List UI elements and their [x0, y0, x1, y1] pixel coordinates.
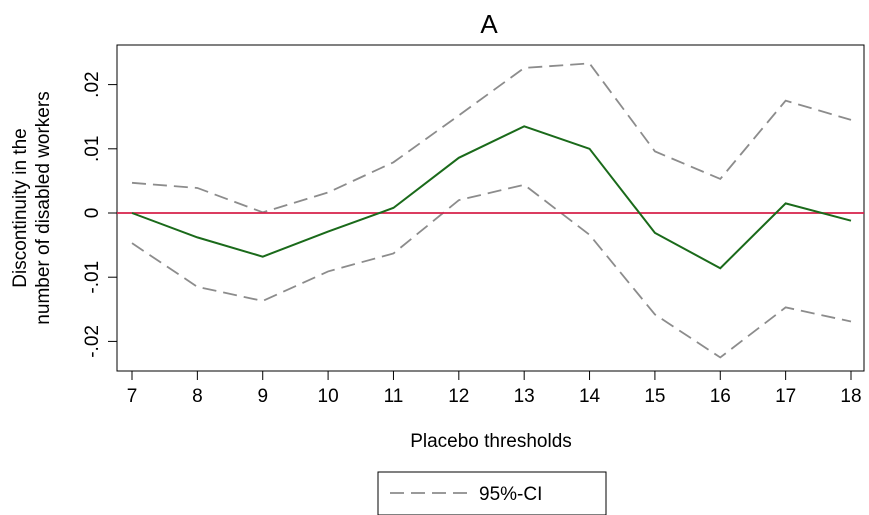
x-tick-label: 12: [448, 386, 469, 407]
x-tick-label: 9: [257, 386, 268, 407]
y-tick-label: .02: [82, 71, 103, 97]
y-tick-label: -.01: [82, 261, 103, 294]
x-tick-label: 16: [710, 386, 731, 407]
plot-area: [116, 44, 865, 372]
series-line-ci-upper: [131, 62, 852, 214]
x-tick-label: 8: [192, 386, 203, 407]
x-tick-label: 15: [644, 386, 665, 407]
chart-title: A: [480, 9, 498, 39]
x-tick-label: 14: [579, 386, 601, 407]
x-tick-label: 10: [318, 386, 339, 407]
series-line-ci-lower: [131, 183, 852, 359]
x-tick-label: 17: [775, 386, 796, 407]
legend: 95%-CI: [377, 471, 607, 515]
y-axis-label-line2: number of disabled workers: [33, 91, 54, 324]
legend-label: 95%-CI: [479, 484, 542, 505]
y-axis-label-line1: Discontinuity in the: [10, 128, 31, 287]
x-axis-label: Placebo thresholds: [410, 431, 572, 452]
y-tick-label: 0: [82, 208, 103, 219]
x-tick-label: 18: [840, 386, 861, 407]
chart-marks: 7 8 9 10 11 12 13 14 15 16 17 18 -.02 -.01 0 .01 .02: [82, 62, 864, 407]
x-tick-label: 11: [384, 386, 404, 407]
series-line-estimate: [131, 125, 852, 270]
y-tick-label: -.02: [82, 325, 103, 358]
y-tick-label: .01: [82, 136, 103, 162]
x-tick-label: 7: [127, 386, 138, 407]
x-tick-label: 13: [514, 386, 535, 407]
